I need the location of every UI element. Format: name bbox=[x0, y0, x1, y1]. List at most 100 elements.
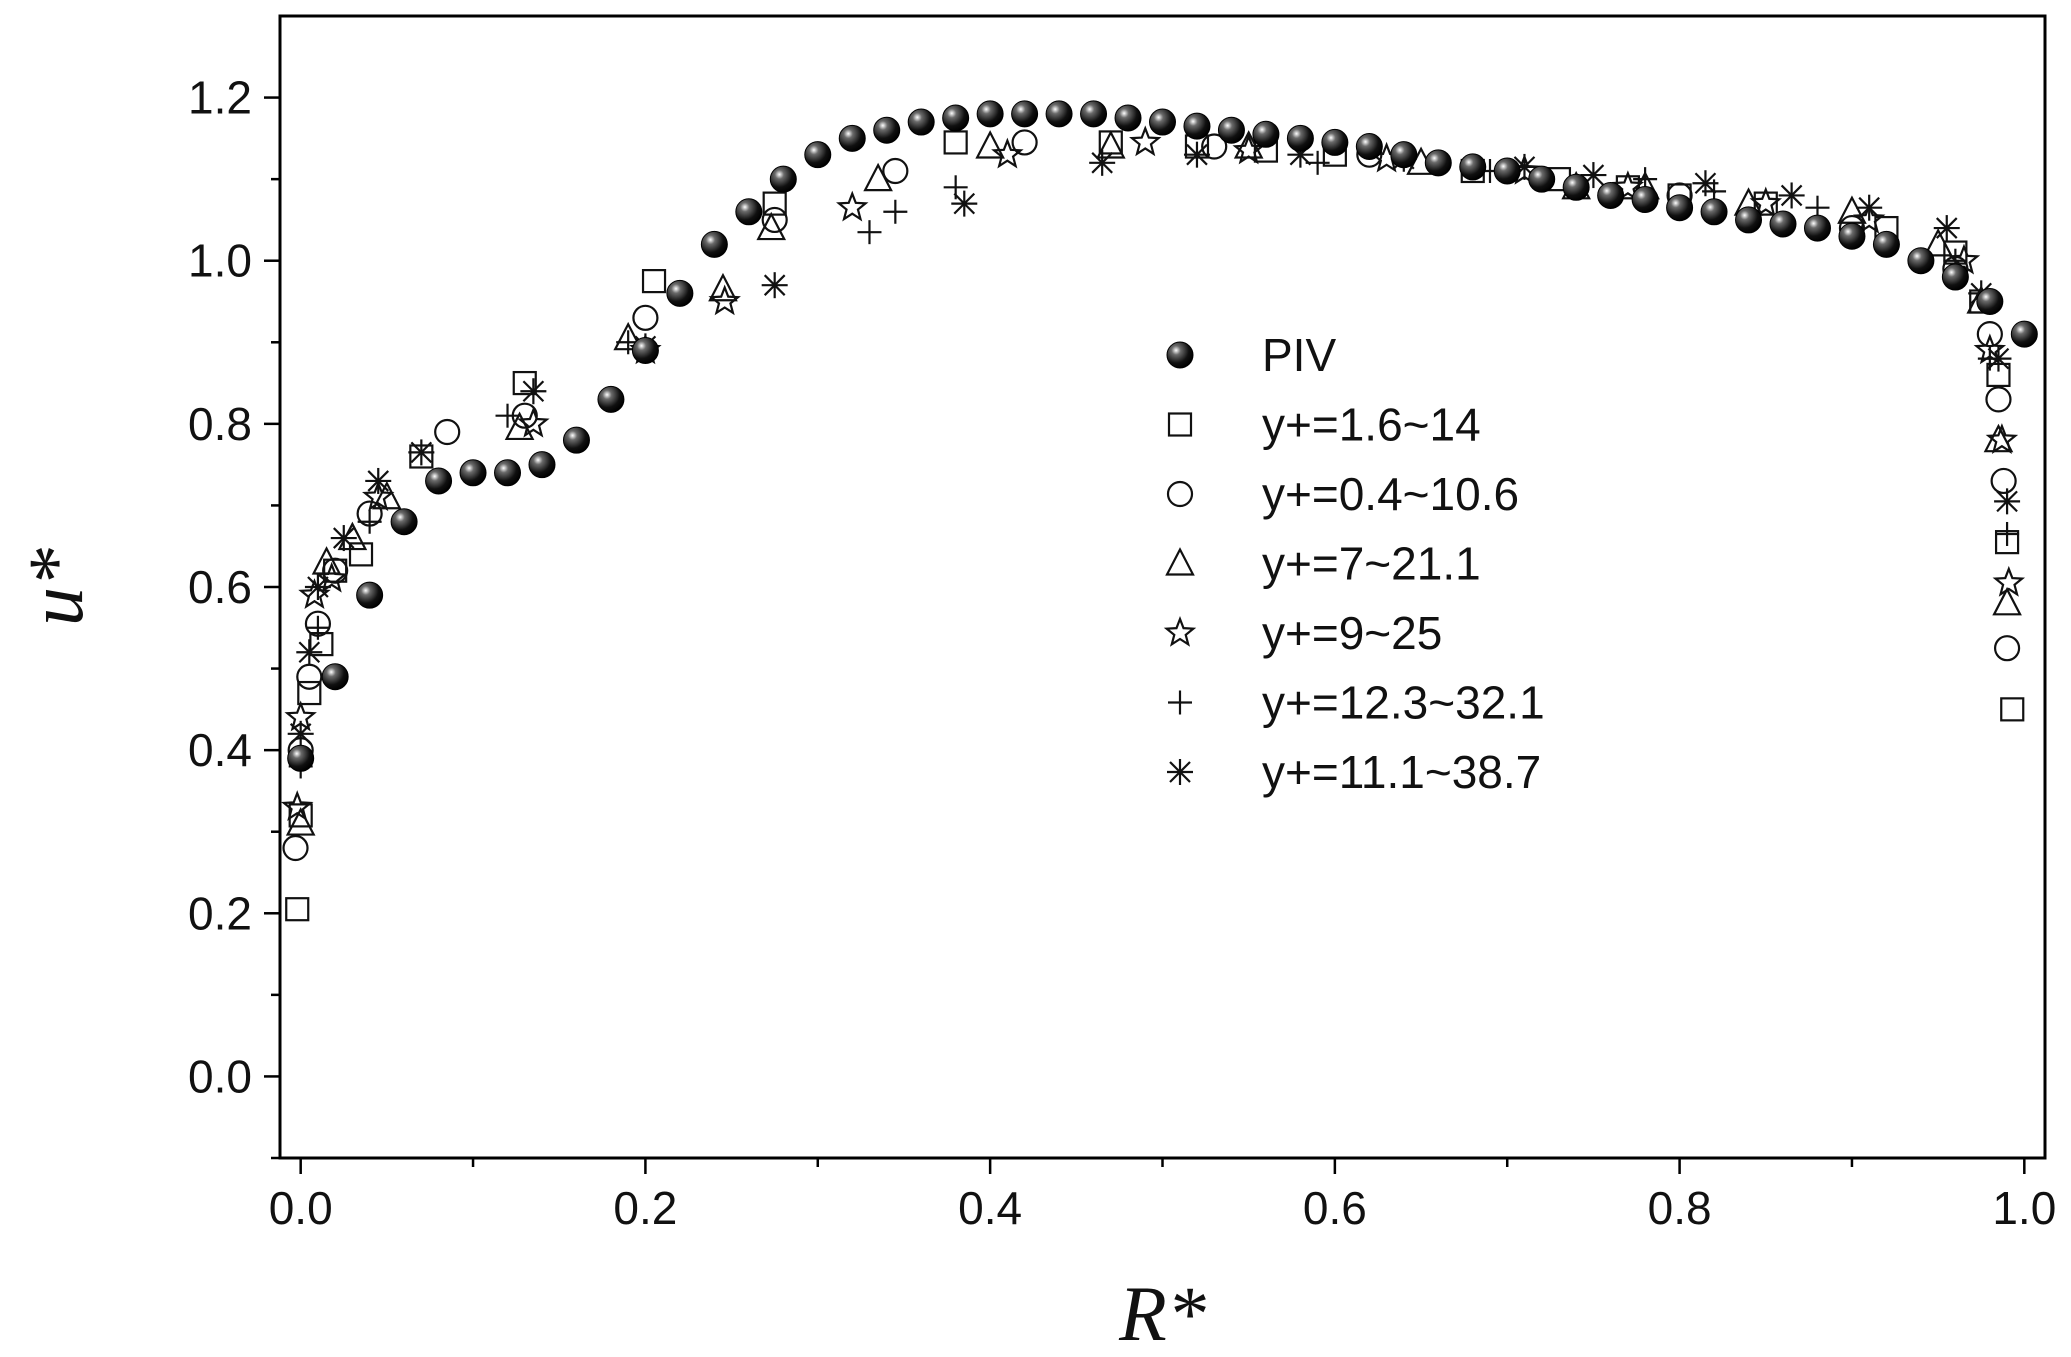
series-3 bbox=[285, 130, 2022, 836]
data-point bbox=[1778, 182, 1805, 209]
data-point bbox=[1528, 165, 1556, 193]
data-point bbox=[494, 459, 522, 487]
data-point bbox=[1232, 133, 1265, 165]
data-point bbox=[976, 100, 1004, 128]
data-point bbox=[459, 459, 487, 487]
data-point bbox=[1011, 129, 1038, 156]
data-point bbox=[1976, 288, 2004, 315]
data-point bbox=[666, 279, 694, 307]
axis-titles: R* u* bbox=[12, 548, 1206, 1357]
data-point bbox=[520, 378, 547, 405]
data-point bbox=[1990, 467, 2017, 495]
data-point bbox=[975, 130, 1005, 159]
data-point bbox=[297, 680, 322, 706]
data-point bbox=[1183, 112, 1211, 140]
data-point bbox=[991, 137, 1024, 169]
data-point bbox=[1459, 153, 1487, 181]
legend: PIV y+=1.6~14 y+=0.4~10.6 y+=7~21.1 y+=9~25 y… bbox=[1163, 329, 1545, 798]
data-point bbox=[365, 467, 392, 494]
y-tick-label: 1.0 bbox=[188, 235, 252, 287]
data-point bbox=[1735, 206, 1763, 234]
data-point bbox=[863, 162, 893, 192]
data-point bbox=[285, 807, 316, 836]
legend-marker bbox=[1166, 480, 1194, 508]
data-point bbox=[2000, 697, 2025, 722]
series-1 bbox=[285, 130, 2025, 922]
y-tick-label: 0.4 bbox=[188, 724, 252, 776]
data-point bbox=[285, 897, 310, 922]
data-point bbox=[761, 206, 788, 234]
y-tick-label: 0.8 bbox=[188, 398, 252, 450]
data-point bbox=[1933, 215, 1960, 242]
data-point bbox=[1562, 173, 1590, 201]
data-point bbox=[1045, 100, 1073, 128]
data-point bbox=[1985, 386, 2012, 413]
data-point bbox=[357, 509, 382, 534]
data-point bbox=[1611, 170, 1645, 202]
data-point bbox=[1994, 488, 2021, 515]
data-point bbox=[597, 385, 625, 413]
data-point bbox=[1666, 194, 1694, 222]
data-point bbox=[1129, 125, 1162, 157]
data-point bbox=[495, 403, 520, 428]
legend-marker bbox=[1168, 690, 1192, 715]
data-point bbox=[1597, 181, 1625, 209]
data-point bbox=[1355, 133, 1383, 161]
data-point bbox=[700, 230, 728, 258]
y-tick-label: 0.0 bbox=[188, 1050, 252, 1102]
data-point bbox=[762, 191, 787, 216]
data-point bbox=[1183, 141, 1210, 168]
data-point bbox=[873, 116, 901, 144]
data-point bbox=[390, 508, 418, 536]
x-tick-label: 0.6 bbox=[1303, 1182, 1367, 1234]
x-tick-label: 0.4 bbox=[958, 1182, 1022, 1234]
data-point bbox=[512, 370, 537, 396]
data-point bbox=[1424, 149, 1452, 177]
y-tick-label: 0.2 bbox=[188, 887, 252, 939]
data-point bbox=[1995, 521, 2020, 546]
y-axis-title: u* bbox=[12, 548, 99, 626]
data-point bbox=[1749, 186, 1782, 218]
data-point bbox=[1286, 124, 1314, 152]
data-series bbox=[281, 100, 2038, 922]
x-tick-label: 0.2 bbox=[613, 1182, 677, 1234]
ticks: 0.0 0.2 0.4 0.6 0.8 1.0 0.0 0.2 0.4 0.6 0.8 1.0 1.2 bbox=[188, 72, 2056, 1234]
data-point bbox=[1321, 128, 1349, 156]
data-point bbox=[942, 104, 970, 132]
x-tick-label: 0.8 bbox=[1648, 1182, 1712, 1234]
data-point bbox=[1803, 214, 1831, 242]
legend-marker bbox=[1166, 341, 1194, 369]
data-point bbox=[296, 639, 323, 666]
data-point bbox=[1976, 321, 2003, 348]
data-point bbox=[1700, 198, 1728, 226]
legend-label: y+=0.4~10.6 bbox=[1262, 468, 1519, 520]
x-axis-title: R* bbox=[1118, 1270, 1206, 1357]
data-point bbox=[282, 834, 309, 862]
data-point bbox=[330, 525, 357, 552]
data-point bbox=[1769, 210, 1797, 238]
legend-label: y+=12.3~32.1 bbox=[1262, 677, 1545, 729]
data-point bbox=[756, 211, 787, 241]
data-point bbox=[735, 198, 763, 226]
legend-label: PIV bbox=[1262, 329, 1336, 381]
data-point bbox=[708, 272, 738, 302]
data-point bbox=[356, 581, 384, 609]
data-point bbox=[1201, 133, 1228, 160]
data-point bbox=[1390, 141, 1418, 169]
data-point bbox=[769, 165, 797, 193]
data-point bbox=[408, 439, 435, 466]
series-2 bbox=[282, 129, 2021, 862]
data-point bbox=[1872, 230, 1900, 258]
x-tick-label: 0.0 bbox=[269, 1182, 333, 1234]
data-point bbox=[425, 467, 453, 495]
data-point bbox=[1838, 222, 1866, 250]
data-point bbox=[1992, 565, 2026, 597]
legend-label: y+=9~25 bbox=[1262, 607, 1442, 659]
data-point bbox=[1692, 170, 1719, 197]
data-point bbox=[362, 480, 395, 512]
data-point bbox=[305, 615, 330, 640]
series-6 bbox=[287, 141, 2021, 747]
data-point bbox=[315, 561, 348, 593]
data-point bbox=[304, 574, 331, 600]
